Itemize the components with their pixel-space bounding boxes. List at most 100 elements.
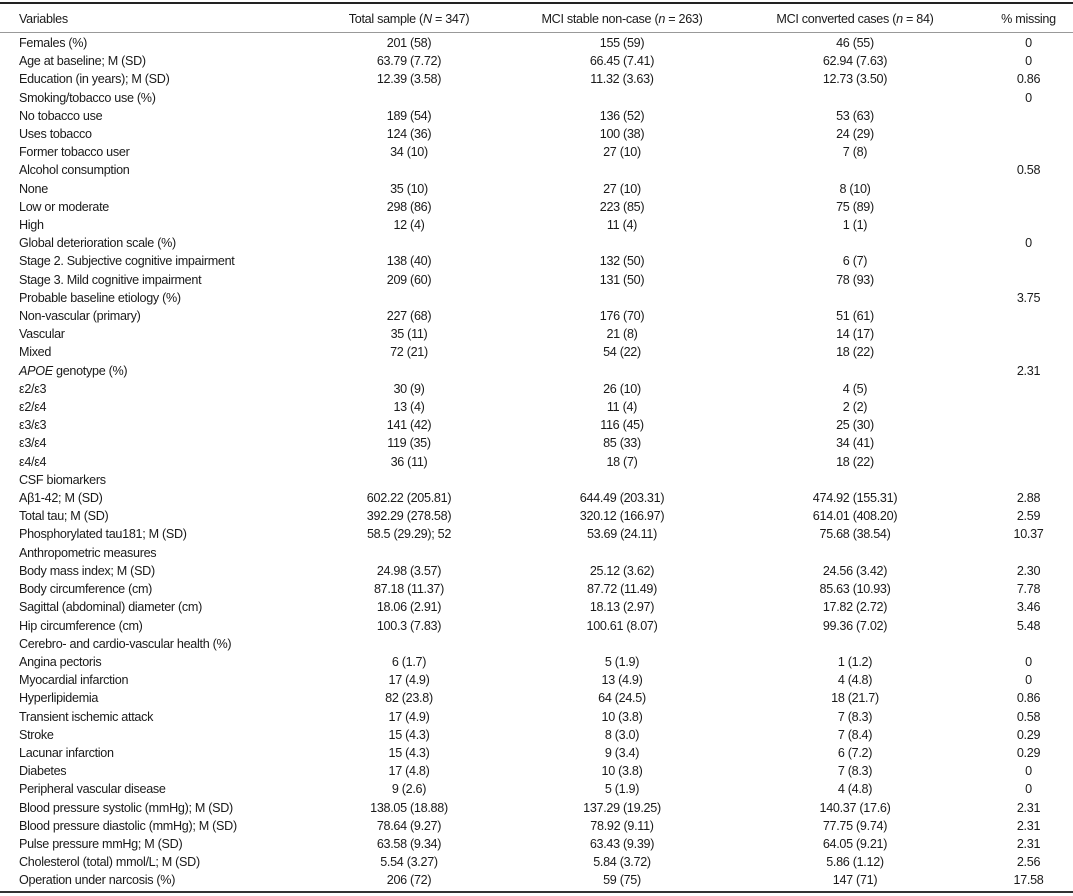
converted-cases-cell-text: 12.73 (3.50): [822, 72, 888, 87]
converted-cases-cell: 75.68 (38.54): [726, 525, 984, 543]
variable-cell: Former tobacco user: [0, 143, 300, 161]
stable-non-case-cell: 27 (10): [518, 143, 726, 161]
converted-cases-cell-text: 85.63 (10.93): [819, 582, 891, 597]
total-sample-cell-text: 17 (4.9): [388, 673, 430, 688]
total-sample-cell-text: 6 (1.7): [391, 654, 427, 669]
converted-cases-cell-text: 6 (7): [842, 254, 868, 269]
stable-non-case-cell-text: 27 (10): [603, 145, 641, 160]
variable-cell: Global deterioration scale (%): [0, 234, 300, 252]
variable-cell-text: ε3/ε3: [19, 418, 47, 433]
total-sample-cell: 201 (58): [300, 34, 518, 52]
table-row: Stage 3. Mild cognitive impairment 209 (6…: [0, 271, 1073, 289]
variable-cell-text: Hyperlipidemia: [19, 691, 99, 706]
missing-cell: [984, 252, 1073, 270]
stable-non-case-cell-text: 320.12 (166.97): [579, 509, 665, 524]
variable-cell: Hyperlipidemia: [0, 689, 300, 707]
variable-cell: Lacunar infarction: [0, 744, 300, 762]
table-row: Smoking/tobacco use (%) 0: [0, 89, 1073, 107]
stable-non-case-cell-text: 13 (4.9): [601, 673, 643, 688]
variable-cell-text: Anthropometric measures: [19, 545, 157, 560]
table-row: Myocardial infarction 17 (4.9) 13 (4.9) 4 (…: [0, 671, 1073, 689]
table-row: Transient ischemic attack 17 (4.9) 10 (3.8…: [0, 708, 1073, 726]
stable-non-case-cell-text: 87.72 (11.49): [586, 582, 658, 597]
total-sample-cell-text: 63.79 (7.72): [376, 54, 442, 69]
total-sample-cell-text: 392.29 (278.58): [366, 509, 452, 524]
variable-cell-text: No tobacco use: [19, 108, 103, 123]
converted-cases-cell-text: 140.37 (17.6): [819, 800, 891, 815]
variable-cell-text: Stage 3. Mild cognitive impairment: [19, 272, 202, 287]
variable-cell-text: Peripheral vascular disease: [19, 782, 166, 797]
total-sample-cell-text: 227 (68): [386, 309, 432, 324]
variable-cell: Transient ischemic attack: [0, 708, 300, 726]
header-text: = 84): [902, 11, 934, 26]
table-row: Operation under narcosis (%) 206 (72) 59 (…: [0, 871, 1073, 889]
missing-cell: [984, 380, 1073, 398]
total-sample-cell: 602.22 (205.81): [300, 489, 518, 507]
missing-cell: [984, 216, 1073, 234]
variable-cell: Total tau; M (SD): [0, 507, 300, 525]
stable-non-case-cell: 5 (1.9): [518, 780, 726, 798]
variable-cell-text: Myocardial infarction: [19, 673, 129, 688]
missing-cell: [984, 143, 1073, 161]
total-sample-cell: [300, 471, 518, 489]
variable-cell: Body mass index; M (SD): [0, 562, 300, 580]
variable-cell: Stroke: [0, 726, 300, 744]
missing-cell-text: 0.58: [1016, 709, 1041, 724]
total-sample-cell: 17 (4.8): [300, 762, 518, 780]
total-sample-cell-text: 100.3 (7.83): [376, 618, 442, 633]
missing-cell-text: 2.31: [1016, 818, 1041, 833]
header-row: Variables Total sample (N = 347) MCI sta…: [0, 9, 1073, 28]
stable-non-case-cell: 137.29 (19.25): [518, 799, 726, 817]
missing-cell: 0: [984, 671, 1073, 689]
converted-cases-cell: [726, 289, 984, 307]
missing-cell: [984, 343, 1073, 361]
total-sample-cell: [300, 635, 518, 653]
total-sample-cell: 35 (11): [300, 325, 518, 343]
variable-cell: Cholesterol (total) mmol/L; M (SD): [0, 853, 300, 871]
total-sample-cell: 72 (21): [300, 343, 518, 361]
total-sample-cell: 5.54 (3.27): [300, 853, 518, 871]
total-sample-cell: 13 (4): [300, 398, 518, 416]
stable-non-case-cell-text: 54 (22): [603, 345, 641, 360]
variable-cell-text: None: [19, 181, 48, 196]
variable-cell: APOE genotype (%): [0, 362, 300, 380]
table-row: Stroke 15 (4.3) 8 (3.0) 7 (8.4) 0.29: [0, 726, 1073, 744]
total-sample-cell: 87.18 (11.37): [300, 580, 518, 598]
missing-cell: [984, 398, 1073, 416]
table-row: Sagittal (abdominal) diameter (cm) 18.06 …: [0, 598, 1073, 616]
variable-cell: Blood pressure diastolic (mmHg); M (SD): [0, 817, 300, 835]
converted-cases-cell-text: 4 (4.8): [837, 782, 873, 797]
table-row: Former tobacco user 34 (10) 27 (10) 7 (8): [0, 143, 1073, 161]
converted-cases-cell-text: 2 (2): [842, 400, 868, 415]
missing-cell: 0: [984, 89, 1073, 107]
variable-cell-text: Former tobacco user: [19, 145, 130, 160]
total-sample-cell: 82 (23.8): [300, 689, 518, 707]
stable-non-case-cell-text: 63.43 (9.39): [589, 836, 655, 851]
missing-cell: 2.31: [984, 362, 1073, 380]
missing-cell-text: 0: [1025, 673, 1032, 688]
variable-cell-text: High: [19, 218, 44, 233]
stable-non-case-cell: 18.13 (2.97): [518, 598, 726, 616]
stable-non-case-cell: 13 (4.9): [518, 671, 726, 689]
converted-cases-cell: 6 (7): [726, 252, 984, 270]
total-sample-cell: 17 (4.9): [300, 708, 518, 726]
converted-cases-cell: 17.82 (2.72): [726, 598, 984, 616]
missing-cell: 2.31: [984, 799, 1073, 817]
variable-cell-text: Education (in years); M (SD): [19, 72, 170, 87]
total-sample-cell-text: 189 (54): [386, 108, 432, 123]
total-sample-cell: 138 (40): [300, 252, 518, 270]
stable-non-case-cell: 644.49 (203.31): [518, 489, 726, 507]
converted-cases-cell: 64.05 (9.21): [726, 835, 984, 853]
header-text: MCI converted cases (: [776, 11, 897, 26]
converted-cases-cell-text: 1 (1): [842, 218, 868, 233]
missing-cell: 7.78: [984, 580, 1073, 598]
table-row: ε2/ε3 30 (9) 26 (10) 4 (5): [0, 380, 1073, 398]
stable-non-case-cell-text: 18.13 (2.97): [589, 600, 655, 615]
variable-cell-text: Vascular: [19, 327, 65, 342]
variable-cell: Females (%): [0, 34, 300, 52]
stable-non-case-cell: 21 (8): [518, 325, 726, 343]
table-row: Non-vascular (primary) 227 (68) 176 (70) 51…: [0, 307, 1073, 325]
converted-cases-cell: 1 (1.2): [726, 653, 984, 671]
variable-cell: Phosphorylated tau181; M (SD): [0, 525, 300, 543]
variable-cell: ε2/ε3: [0, 380, 300, 398]
